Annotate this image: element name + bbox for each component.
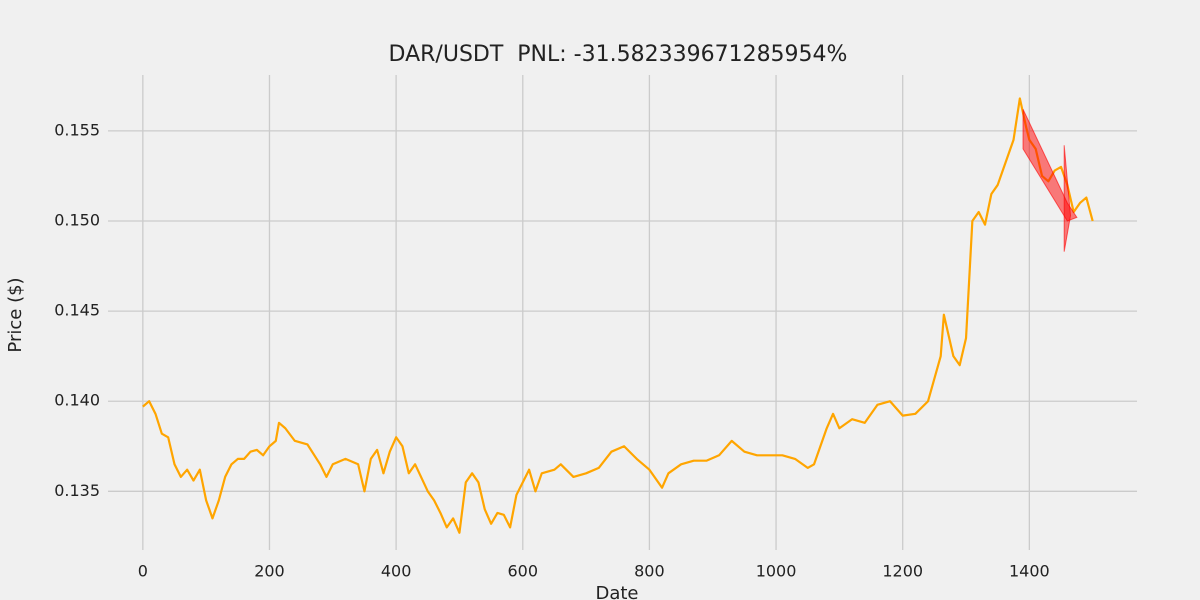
x-tick-label: 400 [381, 562, 412, 581]
x-tick-label: 1000 [756, 562, 797, 581]
x-tick-label: 0 [138, 562, 148, 581]
grid [108, 75, 1137, 550]
x-tick-label: 200 [254, 562, 285, 581]
y-tick-label: 0.145 [54, 301, 100, 320]
x-tick-label: 600 [507, 562, 538, 581]
y-axis-label: Price ($) [5, 277, 26, 352]
y-tick-label: 0.140 [54, 391, 100, 410]
y-tick-label: 0.150 [54, 210, 100, 229]
shaded-area [1022, 109, 1078, 222]
x-tick-label: 800 [634, 562, 665, 581]
x-axis-label: Date [595, 583, 638, 600]
shaded-area [1063, 145, 1072, 252]
chart-title: DAR/USDT PNL: -31.582339671285954% [389, 42, 848, 67]
y-tick-label: 0.155 [54, 120, 100, 139]
x-tick-label: 1200 [882, 562, 923, 581]
x-tick-label: 1400 [1009, 562, 1050, 581]
price-line [142, 97, 1094, 534]
y-tick-label: 0.135 [54, 481, 100, 500]
